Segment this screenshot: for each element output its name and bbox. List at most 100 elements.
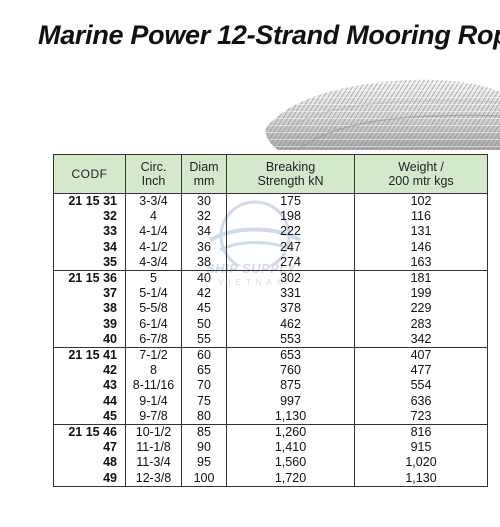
cell-diam: 80 xyxy=(181,408,227,426)
cell-code: 48 xyxy=(53,455,126,471)
cell-code: 32 xyxy=(53,209,126,225)
cell-weight: 116 xyxy=(354,209,488,225)
cell-circ: 8 xyxy=(125,363,182,379)
cell-breaking: 331 xyxy=(226,286,355,302)
cell-diam: 40 xyxy=(181,270,227,287)
cell-breaking: 760 xyxy=(226,363,355,379)
cell-breaking: 875 xyxy=(226,378,355,394)
cell-diam: 30 xyxy=(181,193,227,210)
header-diam: Diam mm xyxy=(181,154,227,194)
cell-circ: 5-5/8 xyxy=(125,301,182,317)
cell-code: 34 xyxy=(53,239,126,255)
table-row: 47 11-1/8 90 1,410 915 xyxy=(53,440,488,456)
table-row: 49 12-3/8 100 1,720 1,130 xyxy=(53,470,488,487)
cell-weight: 229 xyxy=(354,301,488,317)
cell-circ: 7-1/2 xyxy=(125,347,182,364)
cell-code: 45 xyxy=(53,408,126,426)
table-row: 39 6-1/4 50 462 283 xyxy=(53,316,488,332)
cell-code: 21 15 36 xyxy=(53,270,126,287)
header-weight: Weight /200 mtr kgs xyxy=(354,154,488,194)
cell-weight: 554 xyxy=(354,378,488,394)
cell-circ: 5-1/4 xyxy=(125,286,182,302)
table-row: 43 8-11/16 70 875 554 xyxy=(53,378,488,394)
table-row: 42 8 65 760 477 xyxy=(53,363,488,379)
cell-diam: 100 xyxy=(181,470,227,487)
page-title: Marine Power 12-Strand Mooring Rope xyxy=(38,20,500,50)
cell-diam: 75 xyxy=(181,393,227,409)
cell-circ: 6-1/4 xyxy=(125,316,182,332)
cell-diam: 85 xyxy=(181,424,227,441)
cell-circ: 11-1/8 xyxy=(125,440,182,456)
table-row: 21 15 46 10-1/2 85 1,260 816 xyxy=(53,424,488,441)
cell-code: 49 xyxy=(53,470,126,487)
cell-weight: 407 xyxy=(354,347,488,364)
table-row: 38 5-5/8 45 378 229 xyxy=(53,301,488,317)
cell-breaking: 462 xyxy=(226,316,355,332)
cell-weight: 477 xyxy=(354,363,488,379)
table-row: 32 4 32 198 116 xyxy=(53,209,488,225)
header-circ: Circ. Inch xyxy=(125,154,182,194)
cell-breaking: 1,410 xyxy=(226,440,355,456)
header-breaking-strength: Breaking Strength kN xyxy=(226,154,355,194)
cell-diam: 32 xyxy=(181,209,227,225)
cell-code: 21 15 41 xyxy=(53,347,126,364)
cell-diam: 95 xyxy=(181,455,227,471)
cell-code: 43 xyxy=(53,378,126,394)
cell-weight: 915 xyxy=(354,440,488,456)
cell-weight: 723 xyxy=(354,408,488,426)
table-row: 44 9-1/4 75 997 636 xyxy=(53,393,488,409)
cell-diam: 38 xyxy=(181,254,227,272)
cell-circ: 10-1/2 xyxy=(125,424,182,441)
table-row: 45 9-7/8 80 1,130 723 xyxy=(53,408,488,426)
cell-diam: 45 xyxy=(181,301,227,317)
cell-code: 47 xyxy=(53,440,126,456)
cell-breaking: 997 xyxy=(226,393,355,409)
cell-circ: 11-3/4 xyxy=(125,455,182,471)
table-row: 21 15 41 7-1/2 60 653 407 xyxy=(53,347,488,364)
table-row: 21 15 36 5 40 302 181 xyxy=(53,270,488,287)
cell-code: 42 xyxy=(53,363,126,379)
cell-circ: 5 xyxy=(125,270,182,287)
cell-weight: 102 xyxy=(354,193,488,210)
table-row: 35 4-3/4 38 274 163 xyxy=(53,254,488,272)
cell-circ: 8-11/16 xyxy=(125,378,182,394)
cell-code: 21 15 46 xyxy=(53,424,126,441)
header-code: CODF xyxy=(53,154,126,194)
cell-circ: 4-1/2 xyxy=(125,239,182,255)
cell-circ: 9-1/4 xyxy=(125,393,182,409)
cell-breaking: 302 xyxy=(226,270,355,287)
table-row: 48 11-3/4 95 1,560 1,020 xyxy=(53,455,488,471)
cell-weight: 1,130 xyxy=(354,470,488,487)
cell-circ: 12-3/8 xyxy=(125,470,182,487)
cell-circ: 4 xyxy=(125,209,182,225)
cell-diam: 36 xyxy=(181,239,227,255)
cell-code: 40 xyxy=(53,331,126,349)
cell-code: 35 xyxy=(53,254,126,272)
cell-weight: 163 xyxy=(354,254,488,272)
cell-weight: 131 xyxy=(354,224,488,240)
cell-diam: 34 xyxy=(181,224,227,240)
table-row: 34 4-1/2 36 247 146 xyxy=(53,239,488,255)
cell-breaking: 175 xyxy=(226,193,355,210)
cell-weight: 1,020 xyxy=(354,455,488,471)
cell-diam: 60 xyxy=(181,347,227,364)
cell-breaking: 222 xyxy=(226,224,355,240)
cell-diam: 55 xyxy=(181,331,227,349)
cell-code: 37 xyxy=(53,286,126,302)
cell-weight: 146 xyxy=(354,239,488,255)
cell-breaking: 1,260 xyxy=(226,424,355,441)
cell-weight: 342 xyxy=(354,331,488,349)
cell-breaking: 378 xyxy=(226,301,355,317)
cell-diam: 50 xyxy=(181,316,227,332)
cell-weight: 181 xyxy=(354,270,488,287)
cell-weight: 283 xyxy=(354,316,488,332)
table-row: 37 5-1/4 42 331 199 xyxy=(53,286,488,302)
cell-circ: 9-7/8 xyxy=(125,408,182,426)
cell-circ: 3-3/4 xyxy=(125,193,182,210)
cell-breaking: 247 xyxy=(226,239,355,255)
cell-circ: 4-1/4 xyxy=(125,224,182,240)
cell-diam: 65 xyxy=(181,363,227,379)
cell-code: 44 xyxy=(53,393,126,409)
cell-breaking: 653 xyxy=(226,347,355,364)
cell-weight: 816 xyxy=(354,424,488,441)
